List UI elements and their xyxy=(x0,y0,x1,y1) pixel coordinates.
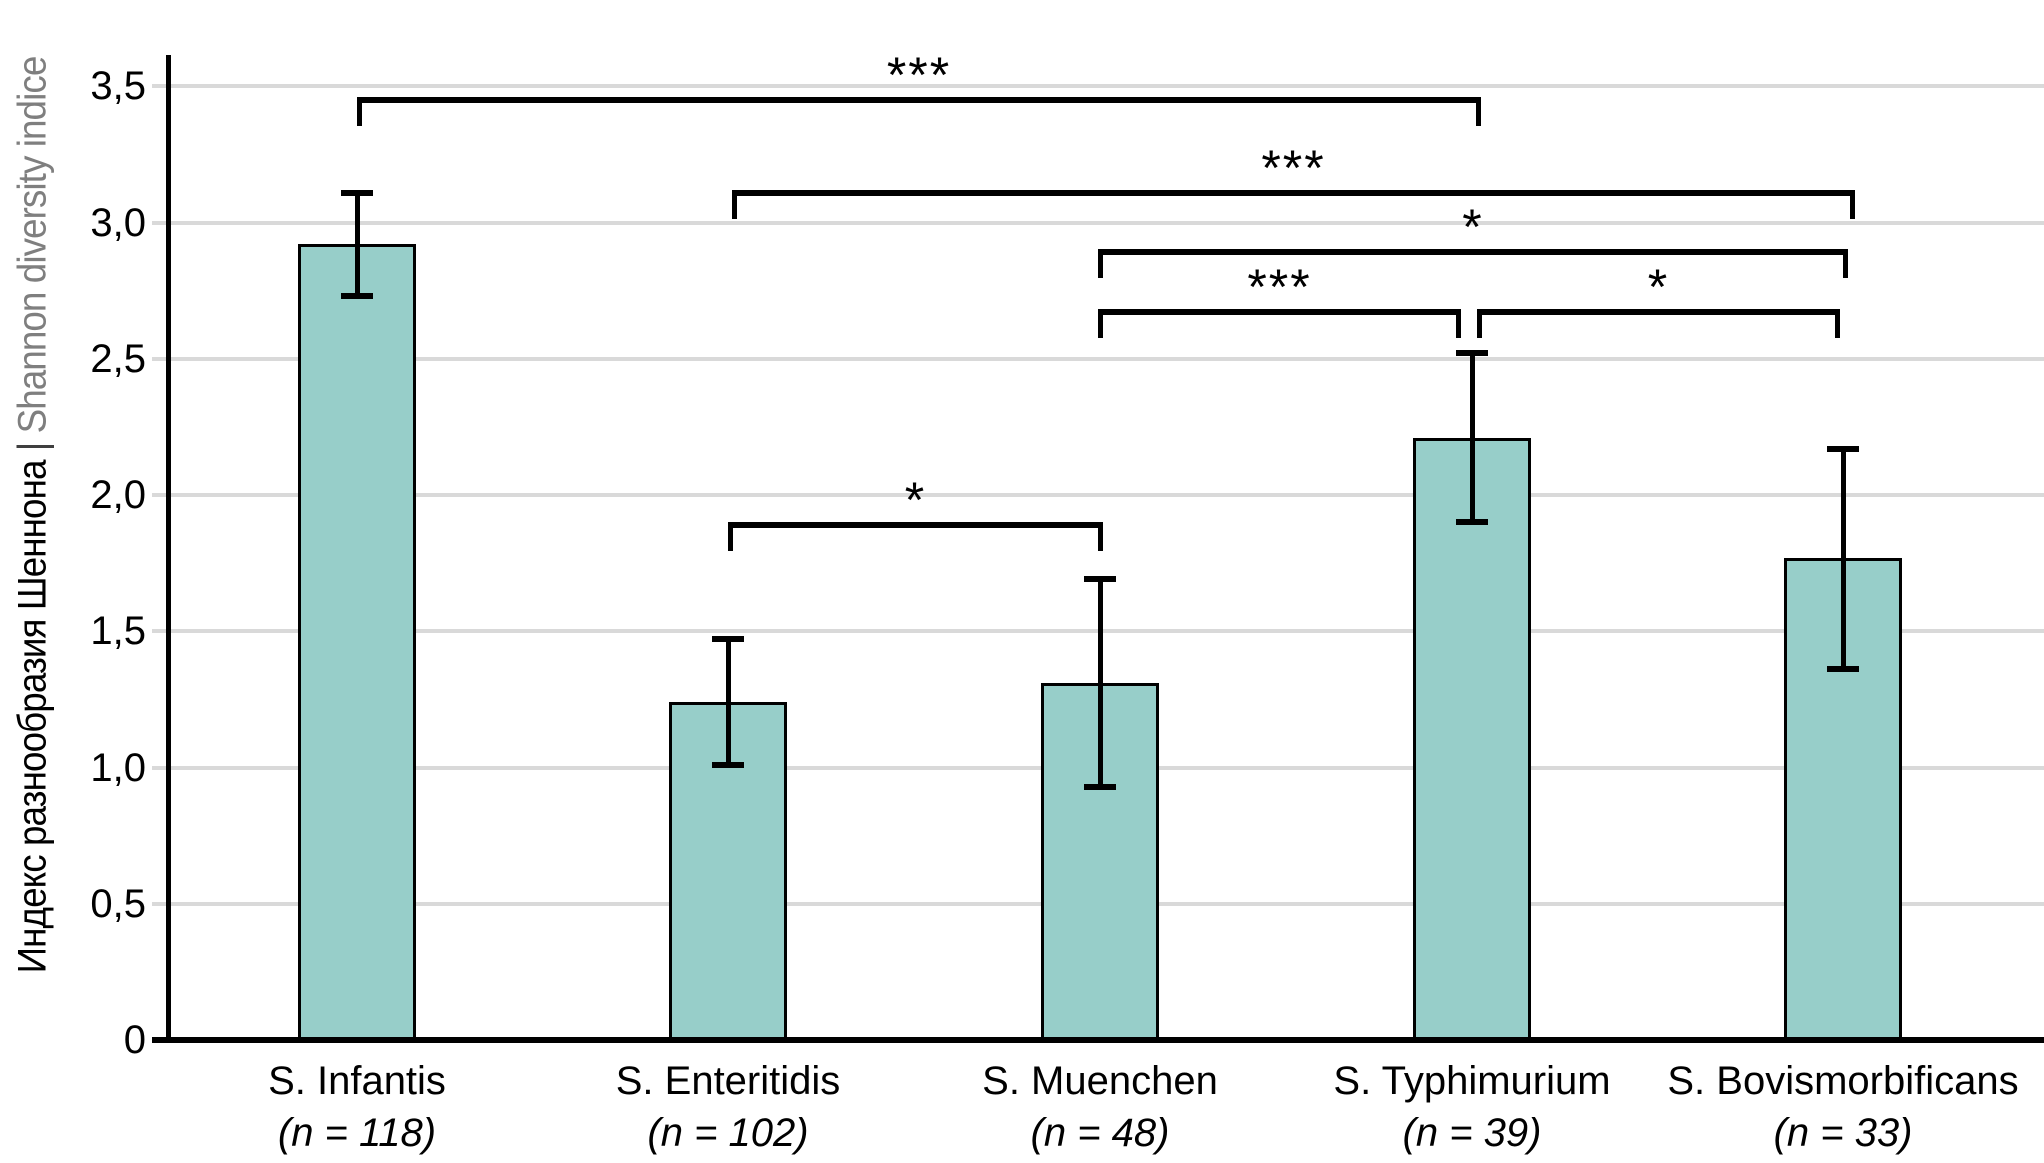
gridline-3,5 xyxy=(152,84,2044,89)
x-label-species-S. Bovismorbificans: S. Bovismorbificans xyxy=(1667,1059,2019,1103)
sig-S. Infantis-vs-S. Typhimurium-bar xyxy=(357,96,1481,103)
sig-S. Typhimurium-vs-S. Bovismorbificans-right-tick xyxy=(1835,309,1840,339)
error-cap-bottom-S. Muenchen xyxy=(1084,783,1116,790)
sig-S. Muenchen-vs-S. Bovismorbificans-bar xyxy=(1098,249,1848,256)
sig-S. Muenchen-vs-S. Bovismorbificans-left-tick xyxy=(1098,249,1103,279)
error-cap-top-S. Bovismorbificans xyxy=(1827,445,1859,452)
bar-S. Typhimurium xyxy=(1413,437,1531,1040)
y-axis-title-divider: | xyxy=(10,442,55,452)
y-tick-label-0: 0 xyxy=(123,1018,146,1062)
error-whisker-S. Typhimurium xyxy=(1470,353,1475,523)
x-label-n-S. Bovismorbificans: (n = 33) xyxy=(1773,1111,1913,1155)
sig-S. Muenchen-vs-S. Typhimurium-stars: *** xyxy=(1247,259,1312,316)
sig-S. Typhimurium-vs-S. Bovismorbificans-left-tick xyxy=(1477,309,1482,339)
error-cap-bottom-S. Typhimurium xyxy=(1456,519,1488,526)
error-cap-top-S. Muenchen xyxy=(1084,576,1116,583)
y-tick-label-3,5: 3,5 xyxy=(90,64,146,109)
sig-S. Muenchen-vs-S. Typhimurium-bar xyxy=(1098,309,1461,316)
x-label-species-S. Typhimurium: S. Typhimurium xyxy=(1333,1059,1611,1103)
x-label-species-S. Muenchen: S. Muenchen xyxy=(982,1059,1218,1103)
sig-S. Enteritidis-vs-S. Muenchen-stars: * xyxy=(904,471,927,528)
sig-S. Enteritidis-vs-S. Bovismorbificans-right-tick xyxy=(1850,189,1855,219)
sig-S. Enteritidis-vs-S. Muenchen-right-tick xyxy=(1098,521,1103,551)
x-axis-line xyxy=(152,1037,2044,1043)
sig-S. Muenchen-vs-S. Typhimurium-left-tick xyxy=(1098,309,1103,339)
y-tick-label-0,5: 0,5 xyxy=(90,881,146,926)
y-tick-label-2,0: 2,0 xyxy=(90,473,146,517)
y-tick-label-3,0: 3,0 xyxy=(90,200,146,245)
sig-S. Enteritidis-vs-S. Bovismorbificans-stars: *** xyxy=(1261,139,1326,196)
error-cap-top-S. Enteritidis xyxy=(712,636,744,643)
x-label-n-S. Enteritidis: (n = 102) xyxy=(647,1111,809,1155)
bar-S. Infantis xyxy=(298,244,416,1040)
sig-S. Typhimurium-vs-S. Bovismorbificans-stars: * xyxy=(1647,259,1670,316)
sig-S. Muenchen-vs-S. Typhimurium-right-tick xyxy=(1456,309,1461,339)
x-label-n-S. Infantis: (n = 118) xyxy=(277,1111,437,1155)
x-label-n-S. Muenchen: (n = 48) xyxy=(1030,1111,1170,1155)
error-whisker-S. Infantis xyxy=(355,192,360,297)
sig-S. Infantis-vs-S. Typhimurium-right-tick xyxy=(1476,96,1481,126)
y-axis-line xyxy=(166,55,171,1043)
sig-S. Enteritidis-vs-S. Muenchen-left-tick xyxy=(728,521,733,551)
sig-S. Muenchen-vs-S. Bovismorbificans-right-tick xyxy=(1843,249,1848,279)
error-whisker-S. Enteritidis xyxy=(726,639,731,765)
gridline-2,0 xyxy=(152,493,2044,497)
error-cap-top-S. Typhimurium xyxy=(1456,350,1488,357)
error-whisker-S. Muenchen xyxy=(1098,579,1103,787)
x-label-n-S. Typhimurium: (n = 39) xyxy=(1402,1111,1542,1155)
sig-S. Typhimurium-vs-S. Bovismorbificans-bar xyxy=(1477,309,1840,316)
error-cap-top-S. Infantis xyxy=(341,189,373,196)
gridline-2,5 xyxy=(152,356,2044,361)
sig-S. Muenchen-vs-S. Bovismorbificans-stars: * xyxy=(1462,199,1484,256)
x-label-species-S. Infantis: S. Infantis xyxy=(268,1059,446,1103)
error-whisker-S. Bovismorbificans xyxy=(1841,448,1846,670)
sig-S. Enteritidis-vs-S. Bovismorbificans-left-tick xyxy=(732,189,737,219)
sig-S. Enteritidis-vs-S. Bovismorbificans-bar xyxy=(732,189,1855,196)
sig-S. Enteritidis-vs-S. Muenchen-bar xyxy=(728,521,1103,528)
y-tick-label-2,5: 2,5 xyxy=(90,336,146,381)
x-label-species-S. Enteritidis: S. Enteritidis xyxy=(615,1059,841,1103)
error-cap-bottom-S. Enteritidis xyxy=(712,761,744,768)
sig-S. Infantis-vs-S. Typhimurium-left-tick xyxy=(357,96,362,126)
y-tick-label-1,5: 1,5 xyxy=(90,609,146,654)
error-cap-bottom-S. Infantis xyxy=(341,293,373,300)
sig-S. Infantis-vs-S. Typhimurium-stars: *** xyxy=(886,46,952,103)
error-cap-bottom-S. Bovismorbificans xyxy=(1827,666,1859,673)
y-tick-label-1,0: 1,0 xyxy=(90,745,146,790)
gridline-3,0 xyxy=(152,220,2044,225)
